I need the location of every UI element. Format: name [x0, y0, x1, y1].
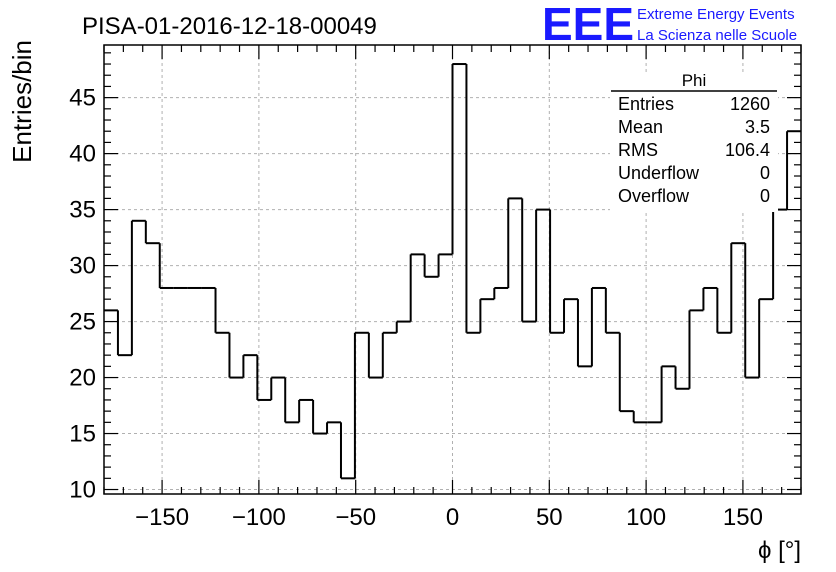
stats-label-rms: RMS	[618, 140, 658, 160]
stats-value-mean: 3.5	[745, 117, 770, 137]
stats-label-mean: Mean	[618, 117, 663, 137]
y-tick-label: 25	[69, 309, 96, 336]
logo-line2: La Scienza nelle Scuole	[637, 27, 797, 44]
y-tick-label: 30	[69, 253, 96, 280]
x-tick-label: 150	[723, 504, 763, 531]
x-tick-label: −50	[335, 504, 376, 531]
chart-title: PISA-01-2016-12-18-00049	[82, 13, 377, 40]
x-tick-label: 100	[626, 504, 666, 531]
stats-label-entries: Entries	[618, 94, 674, 114]
axes: −150 −100 −50 0 50 100 150 10 15 20 25 30 35 40 45	[69, 44, 802, 531]
stats-name: Phi	[682, 71, 707, 90]
stats-label-underflow: Underflow	[618, 163, 700, 183]
y-tick-label: 20	[69, 365, 96, 392]
y-tick-label: 10	[69, 477, 96, 504]
eee-logo: EEE Extreme Energy Events La Scienza nel…	[542, 0, 797, 50]
stats-box: Phi Entries 1260 Mean 3.5 RMS 106.4 Underflow 0…	[610, 71, 778, 212]
x-tick-label: 50	[536, 504, 563, 531]
stats-value-entries: 1260	[730, 94, 770, 114]
stats-value-rms: 106.4	[725, 140, 770, 160]
y-axis-label: Entries/bin	[7, 40, 37, 163]
y-tick-label: 40	[69, 141, 96, 168]
x-tick-label: 0	[446, 504, 459, 531]
logo-mark: EEE	[542, 0, 634, 50]
stats-value-overflow: 0	[760, 186, 770, 206]
x-tick-label: −150	[135, 504, 189, 531]
logo-line1: Extreme Energy Events	[637, 6, 795, 23]
stats-value-underflow: 0	[760, 163, 770, 183]
y-tick-label: 15	[69, 421, 96, 448]
x-tick-label: −100	[232, 504, 286, 531]
x-axis-label: ϕ [°]	[758, 537, 801, 564]
stats-label-overflow: Overflow	[618, 186, 690, 206]
y-tick-label: 35	[69, 197, 96, 224]
y-tick-label: 45	[69, 85, 96, 112]
